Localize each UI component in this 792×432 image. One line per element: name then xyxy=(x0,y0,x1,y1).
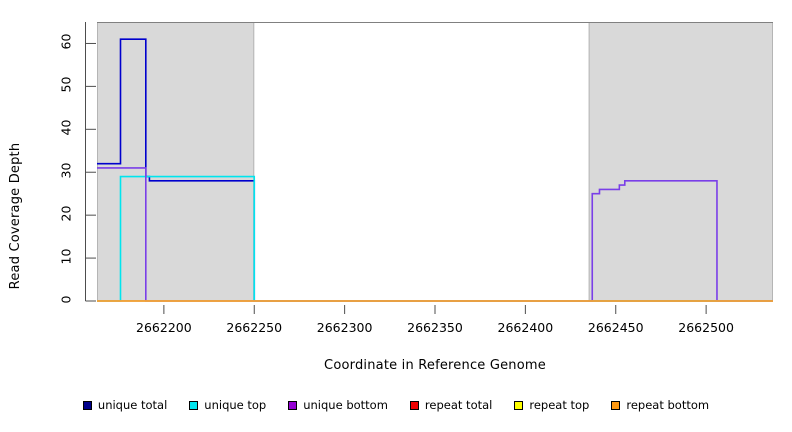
y-tick-label: 20 xyxy=(58,205,74,222)
x-tick-label: 2662400 xyxy=(497,320,554,335)
legend-item: repeat bottom xyxy=(611,398,709,412)
y-tick-label: 0 xyxy=(58,295,74,304)
legend-swatch xyxy=(288,400,298,410)
x-axis-title-text: Coordinate in Reference Genome xyxy=(324,358,546,373)
legend-label: unique top xyxy=(204,398,267,412)
x-tick-label: 2662350 xyxy=(407,320,463,335)
legend-swatch xyxy=(514,400,524,410)
legend-item: repeat top xyxy=(514,398,589,412)
y-tick-label: 50 xyxy=(58,76,74,93)
x-tick-label: 2662200 xyxy=(136,320,192,335)
y-tick-label: 40 xyxy=(58,119,74,136)
legend-swatch xyxy=(82,400,92,410)
legend-swatch xyxy=(409,400,419,410)
x-tick-label: 2662250 xyxy=(226,320,283,335)
legend-label: unique bottom xyxy=(303,398,388,412)
legend-swatch xyxy=(189,400,199,410)
axis-tick-layer xyxy=(85,22,707,314)
x-tick-label: 2662300 xyxy=(316,320,373,335)
x-tick-label: 2662450 xyxy=(587,320,644,335)
shaded-region-layer xyxy=(97,22,773,301)
legend-swatch xyxy=(611,400,621,410)
y-tick-label: 60 xyxy=(58,34,74,50)
y-tick-label: 10 xyxy=(58,248,74,265)
x-axis-title: Coordinate in Reference Genome xyxy=(97,358,773,373)
shaded-region xyxy=(97,22,255,301)
legend-item: unique total xyxy=(82,398,168,412)
legend-label: unique total xyxy=(97,398,168,412)
legend-label: repeat bottom xyxy=(626,398,710,412)
legend-item: repeat total xyxy=(409,398,493,412)
chart-legend: unique total unique top unique bottom repea… xyxy=(0,398,792,412)
x-tick-label: 2662500 xyxy=(678,320,734,335)
y-tick-label: 30 xyxy=(58,162,74,179)
legend-item: unique bottom xyxy=(288,398,388,412)
legend-label: repeat total xyxy=(424,398,493,412)
legend-label: repeat top xyxy=(529,398,590,412)
shaded-region xyxy=(588,22,773,301)
series-layer xyxy=(97,38,773,302)
legend-item: unique top xyxy=(189,398,266,412)
